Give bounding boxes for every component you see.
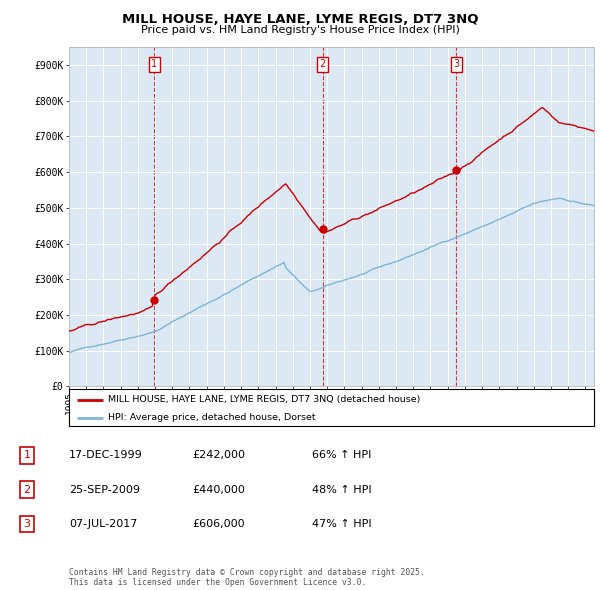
Text: 1: 1 xyxy=(151,59,157,69)
Text: £242,000: £242,000 xyxy=(192,451,245,460)
Text: £440,000: £440,000 xyxy=(192,485,245,494)
Text: 17-DEC-1999: 17-DEC-1999 xyxy=(69,451,143,460)
Text: Contains HM Land Registry data © Crown copyright and database right 2025.
This d: Contains HM Land Registry data © Crown c… xyxy=(69,568,425,587)
Text: 66% ↑ HPI: 66% ↑ HPI xyxy=(312,451,371,460)
Text: 48% ↑ HPI: 48% ↑ HPI xyxy=(312,485,371,494)
Text: £606,000: £606,000 xyxy=(192,519,245,529)
Text: 07-JUL-2017: 07-JUL-2017 xyxy=(69,519,137,529)
Text: 47% ↑ HPI: 47% ↑ HPI xyxy=(312,519,371,529)
Text: 1: 1 xyxy=(23,451,31,460)
Text: Price paid vs. HM Land Registry's House Price Index (HPI): Price paid vs. HM Land Registry's House … xyxy=(140,25,460,35)
Text: 2: 2 xyxy=(23,485,31,494)
Text: MILL HOUSE, HAYE LANE, LYME REGIS, DT7 3NQ (detached house): MILL HOUSE, HAYE LANE, LYME REGIS, DT7 3… xyxy=(109,395,421,404)
Text: 3: 3 xyxy=(454,59,460,69)
Text: 2: 2 xyxy=(319,59,326,69)
Text: HPI: Average price, detached house, Dorset: HPI: Average price, detached house, Dors… xyxy=(109,414,316,422)
Text: 3: 3 xyxy=(23,519,31,529)
Text: 25-SEP-2009: 25-SEP-2009 xyxy=(69,485,140,494)
Text: MILL HOUSE, HAYE LANE, LYME REGIS, DT7 3NQ: MILL HOUSE, HAYE LANE, LYME REGIS, DT7 3… xyxy=(122,13,478,26)
